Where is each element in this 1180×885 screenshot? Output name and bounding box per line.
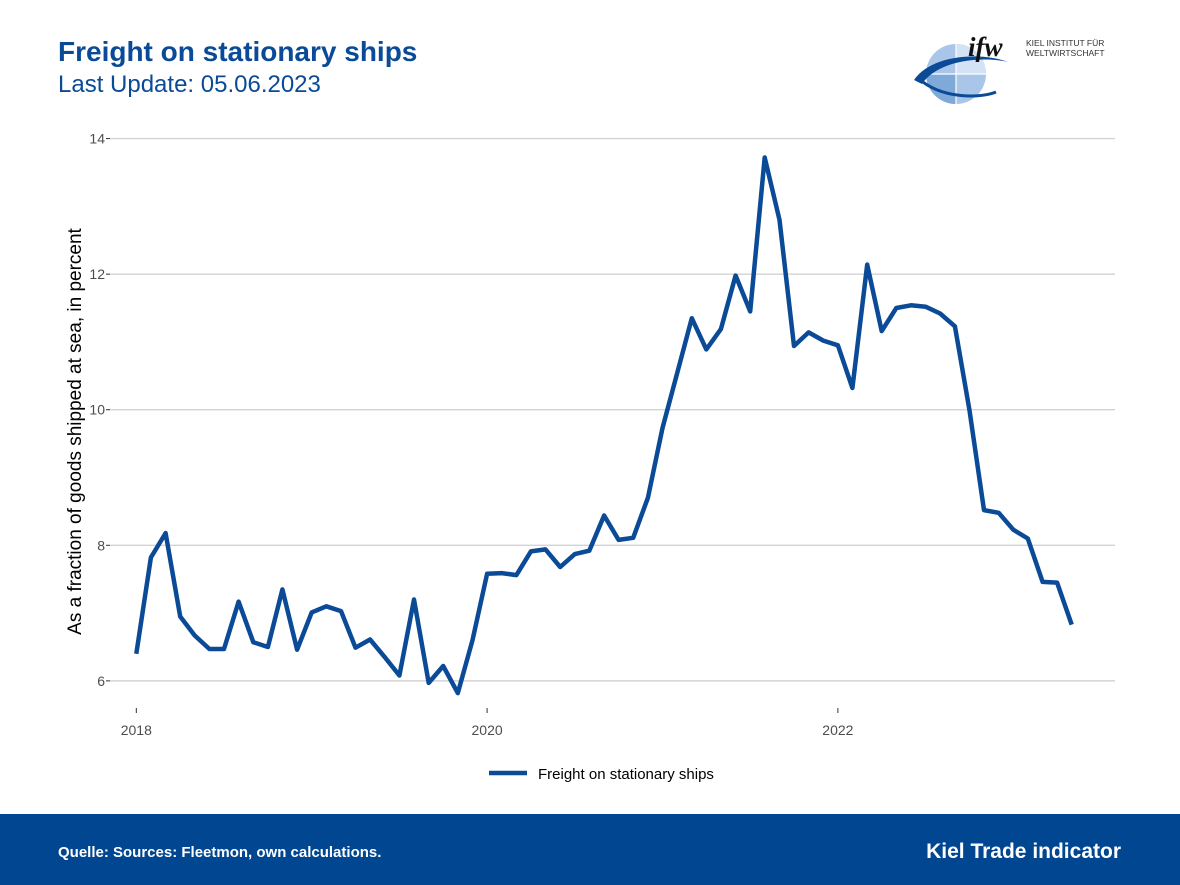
legend-label: Freight on stationary ships xyxy=(538,766,714,783)
grid-lines xyxy=(110,137,1115,682)
ifw-logo: ifw KIEL INSTITUT FÜR WELTWIRTSCHAFT xyxy=(914,34,1105,104)
x-tick-label: 2022 xyxy=(822,722,853,738)
logo-wordmark: ifw xyxy=(968,34,1003,62)
footer-brand: Kiel Trade indicator xyxy=(926,840,1121,863)
y-axis-ticks: 6 8 10 12 14 xyxy=(89,131,110,689)
legend: Freight on stationary ships xyxy=(489,766,714,783)
chart-subtitle: Last Update: 05.06.2023 xyxy=(58,71,321,98)
globe-icon xyxy=(914,44,1008,104)
logo-line1: KIEL INSTITUT FÜR xyxy=(1026,38,1104,48)
chart-canvas: 6 8 10 12 14 2018 2020 2022 As a fraction of g… xyxy=(65,131,1115,783)
y-tick-label: 10 xyxy=(89,402,105,418)
series-lines xyxy=(134,155,1074,696)
chart-title: Freight on stationary ships xyxy=(58,36,418,67)
logo-line2: WELTWIRTSCHAFT xyxy=(1026,48,1105,58)
y-tick-label: 6 xyxy=(97,673,105,689)
footer-bar: Quelle: Sources: Fleetmon, own calculati… xyxy=(0,814,1180,885)
y-tick-label: 14 xyxy=(89,131,105,147)
x-tick-label: 2020 xyxy=(472,722,503,738)
x-axis-ticks: 2018 2020 2022 xyxy=(121,708,854,738)
series-line xyxy=(134,155,1074,696)
y-axis-title: As a fraction of goods shipped at sea, i… xyxy=(65,227,86,634)
y-tick-label: 12 xyxy=(89,266,105,282)
x-tick-label: 2018 xyxy=(121,722,152,738)
y-tick-label: 8 xyxy=(97,537,105,553)
footer-source: Quelle: Sources: Fleetmon, own calculati… xyxy=(58,844,382,861)
